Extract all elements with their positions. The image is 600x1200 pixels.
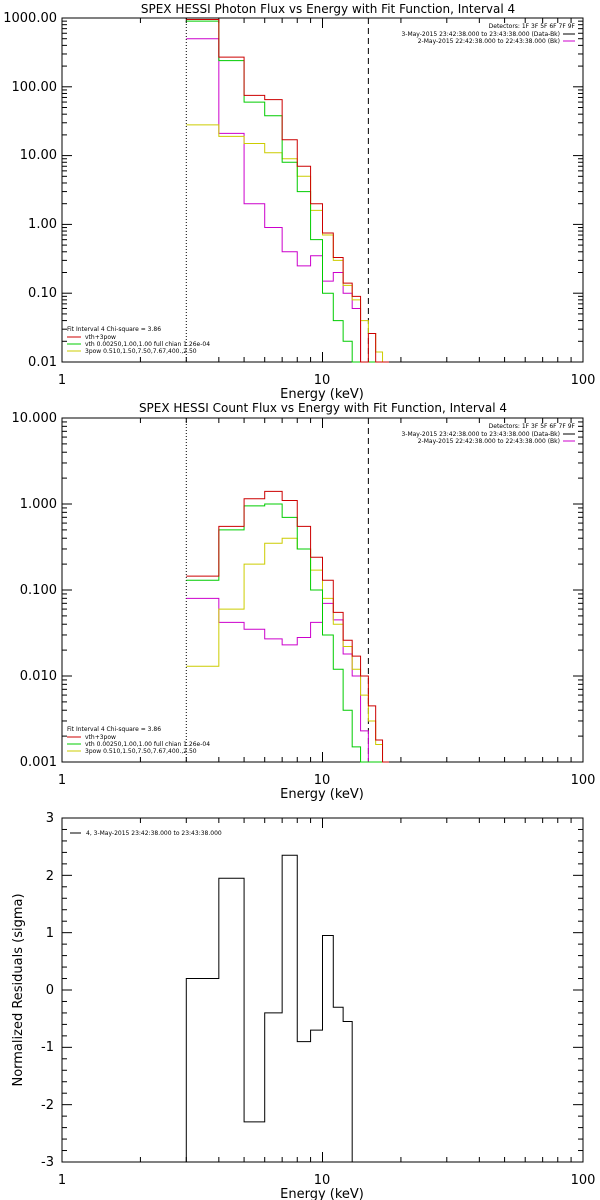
residuals-x-tick-label: 1 (58, 1173, 66, 1188)
photon-flux-reference-lines (185, 18, 369, 362)
residuals-series (185, 854, 353, 1162)
photon-flux-detectors-text: Detectors: 1F 3F 5F 6F 7F 9F (489, 23, 576, 30)
photon-flux-total-fit-line (186, 19, 389, 363)
photon-flux-legend-item: 3pow 0.510,1.50,7.50,7.67,400.,2.50 (85, 348, 197, 355)
photon-flux-y-tick-label: 1000.00 (3, 11, 57, 26)
residuals-y-tick-label: -3 (41, 1155, 54, 1170)
count-flux-background-interval-text: 2-May-2015 22:42:38.000 to 22:43:38.000 … (418, 438, 560, 445)
photon-flux-y-tick-label: 100.00 (12, 80, 58, 95)
count-flux-reference-lines (185, 418, 369, 762)
photon-flux-legend-title: Fit Interval 4 Chi-square = 3.86 (67, 326, 161, 333)
residuals-y-tick-label: -2 (41, 1098, 54, 1113)
count-flux-title: SPEX HESSI Count Flux vs Energy with Fit… (139, 401, 507, 415)
count-flux-legend-item: vth+3pow (85, 734, 116, 741)
count-flux-legend-item: 3pow 0.510,1.50,7.50,7.67,400.,2.50 (85, 748, 197, 755)
photon-flux-legend-item: vth 0.00250,1.00,1.00 full chian 1.26e-0… (85, 341, 210, 348)
count-flux-y-tick-label: 10.000 (12, 411, 58, 426)
photon-flux-x-axis-label: Energy (keV) (280, 387, 364, 402)
photon-flux-x-tick-label: 100 (571, 373, 596, 388)
residuals-legend-item: 4, 3-May-2015 23:42:38.000 to 23:43:38.0… (86, 830, 222, 837)
residuals-panel: 1 10 100 -3 -2 -1 0 1 2 3 Energy (keV) N… (11, 811, 595, 1200)
count-flux-x-axis-label: Energy (keV) (280, 787, 364, 802)
count-flux-y-tick-label: 0.100 (20, 583, 57, 598)
residuals-x-tick-label: 100 (571, 1173, 596, 1188)
photon-flux-x-tick-label: 10 (314, 373, 331, 388)
photon-flux-title: SPEX HESSI Photon Flux vs Energy with Fi… (141, 2, 515, 16)
count-flux-y-tick-label: 0.010 (20, 669, 57, 684)
photon-flux-thermal-component-line (186, 20, 389, 363)
photon-flux-x-tick-label: 1 (58, 373, 66, 388)
count-flux-x-tick-label: 100 (571, 773, 596, 788)
count-flux-y-tick-label: 1.000 (20, 497, 57, 512)
photon-flux-y-tick-label: 1.00 (28, 217, 57, 232)
residuals-y-tick-label: 1 (46, 926, 54, 941)
residuals-x-axis-label: Energy (keV) (280, 1187, 364, 1200)
photon-flux-panel: SPEX HESSI Photon Flux vs Energy with Fi… (3, 2, 595, 402)
count-flux-detectors-text: Detectors: 1F 3F 5F 6F 7F 9F (489, 423, 576, 430)
count-flux-thermal-component-line (186, 503, 389, 763)
residuals-y-tick-label: -1 (41, 1040, 54, 1055)
residuals-y-axis-label: Normalized Residuals (sigma) (11, 893, 26, 1086)
photon-flux-tick-marks (61, 17, 584, 363)
count-flux-power-law-component-line (186, 537, 389, 763)
photon-flux-y-tick-label: 0.10 (28, 286, 57, 301)
count-flux-y-tick-label: 0.001 (20, 755, 57, 770)
photon-flux-series (186, 19, 389, 363)
residuals-x-tick-label: 10 (314, 1173, 331, 1188)
residuals-residuals-line (185, 854, 353, 1162)
photon-flux-legend-item: vth+3pow (85, 334, 116, 341)
count-flux-legend-title: Fit Interval 4 Chi-square = 3.86 (67, 726, 161, 733)
residuals-tick-marks (61, 817, 584, 1163)
count-flux-legend-item: vth 0.00250,1.00,1.00 full chian 1.26e-0… (85, 741, 210, 748)
photon-flux-data-interval-text: 3-May-2015 23:42:38.000 to 23:43:38.000 … (401, 31, 560, 38)
count-flux-panel: SPEX HESSI Count Flux vs Energy with Fit… (12, 401, 596, 802)
residuals-y-tick-label: 0 (46, 983, 54, 998)
residuals-y-tick-label: 3 (46, 811, 54, 826)
residuals-y-tick-label: 2 (46, 869, 54, 884)
count-flux-x-tick-label: 10 (314, 773, 331, 788)
photon-flux-y-tick-label: 10.00 (20, 148, 57, 163)
photon-flux-y-tick-label: 0.01 (28, 355, 57, 370)
count-flux-total-fit-line (186, 490, 389, 763)
count-flux-data-interval-text: 3-May-2015 23:42:38.000 to 23:43:38.000 … (401, 431, 560, 438)
count-flux-x-tick-label: 1 (58, 773, 66, 788)
photon-flux-background-interval-text: 2-May-2015 22:42:38.000 to 22:43:38.000 … (418, 38, 560, 45)
count-flux-tick-marks (61, 417, 584, 763)
count-flux-series (186, 490, 389, 763)
